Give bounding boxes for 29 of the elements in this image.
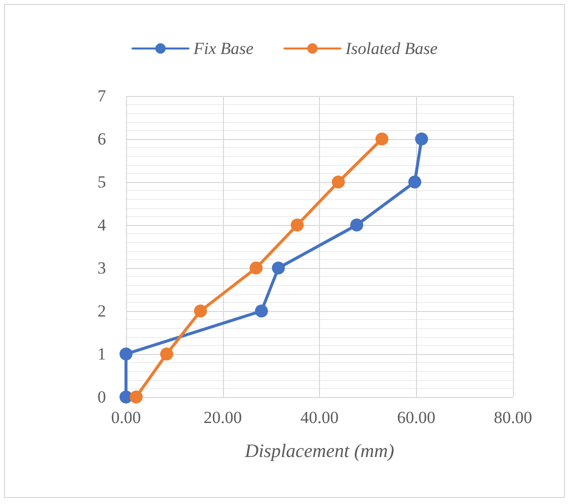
y-tick-label: 1 (98, 344, 106, 364)
point (254, 304, 268, 318)
point (250, 262, 263, 274)
y-tick-label: 5 (98, 172, 106, 192)
x-tick-label: 0.00 (111, 408, 141, 427)
y-tick-label: 2 (98, 302, 106, 320)
point (415, 132, 428, 146)
x-tick-label: 80.00 (494, 408, 532, 427)
x-tick-label: 20.00 (204, 408, 242, 427)
x-axis-title: Displacement (mm) (244, 441, 394, 462)
y-tick-label: 3 (98, 258, 106, 278)
legend-label: Isolated Base (344, 39, 438, 58)
point (408, 176, 422, 188)
point (272, 262, 285, 274)
point (290, 218, 304, 232)
point (332, 176, 345, 188)
point (160, 348, 174, 360)
y-tick-label: 7 (98, 86, 106, 106)
x-tick-label: 40.00 (300, 408, 339, 427)
point (375, 132, 388, 146)
point (350, 218, 364, 232)
point (120, 348, 132, 360)
point (130, 390, 143, 404)
point (194, 304, 207, 318)
y-tick-label: 6 (98, 130, 106, 148)
legend-label: Fix Base (192, 39, 254, 58)
y-tick-label: 4 (98, 216, 106, 234)
y-tick-label: 0 (98, 388, 106, 406)
x-tick-label: 60.00 (397, 408, 436, 427)
